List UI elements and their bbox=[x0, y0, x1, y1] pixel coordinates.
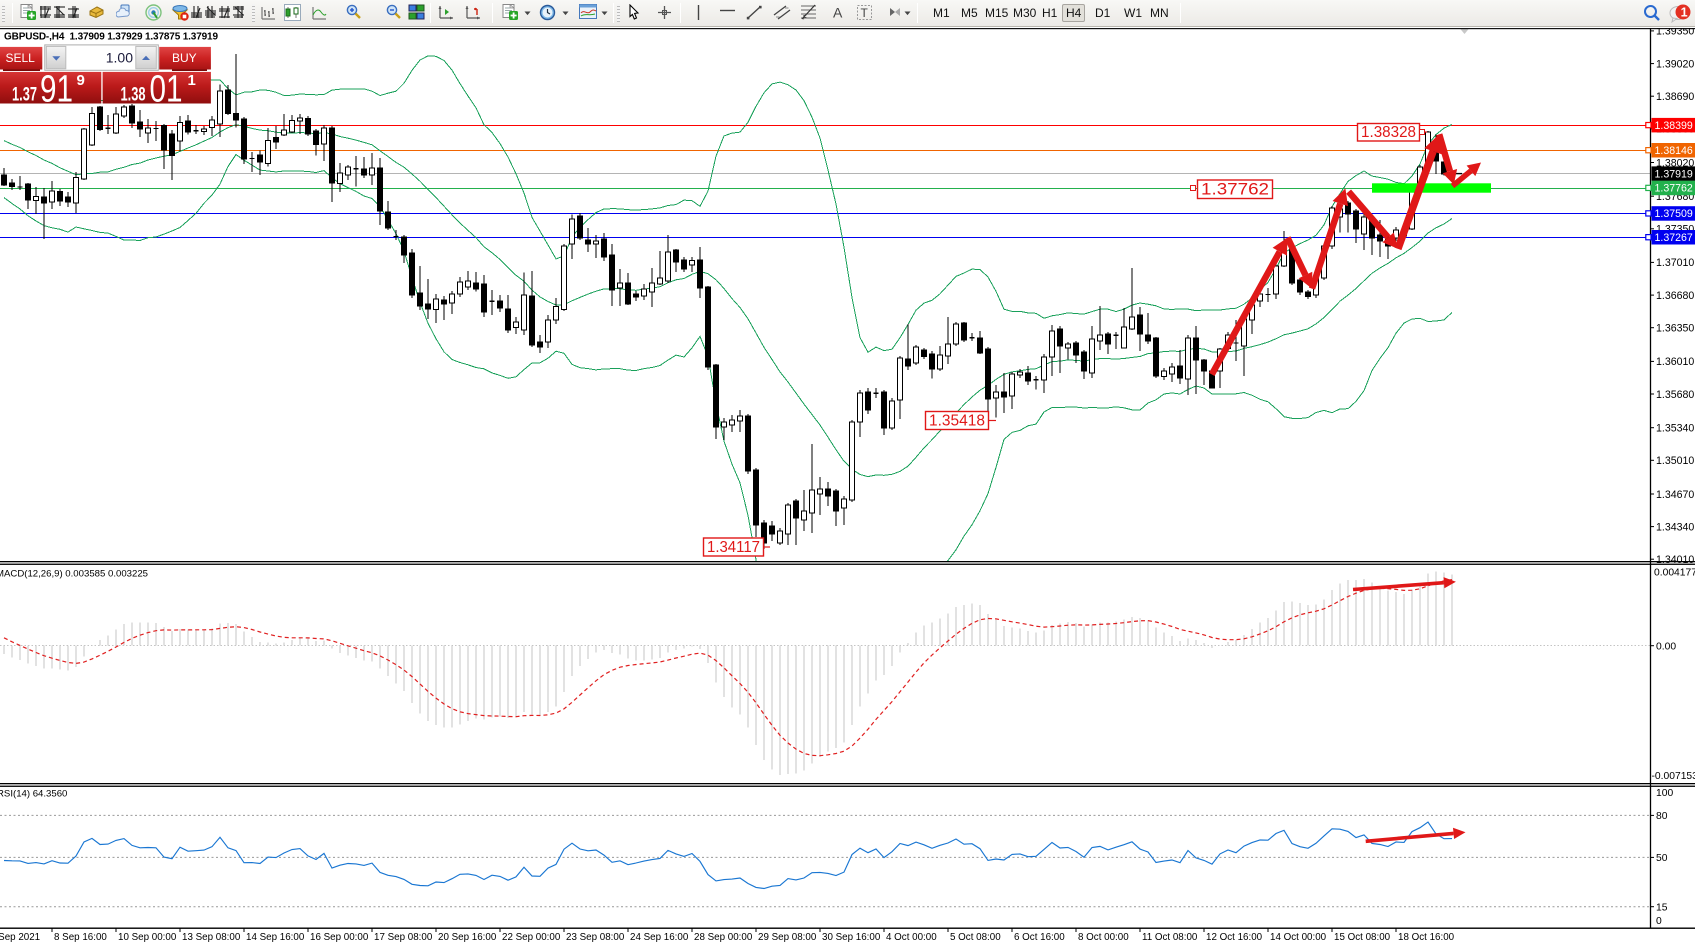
svg-text:4 Oct 00:00: 4 Oct 00:00 bbox=[886, 932, 937, 943]
svg-text:1.34010: 1.34010 bbox=[1656, 554, 1694, 566]
svg-text:1.34117: 1.34117 bbox=[707, 539, 760, 556]
svg-text:7 Sep 2021: 7 Sep 2021 bbox=[0, 932, 40, 943]
svg-text:30 Sep 16:00: 30 Sep 16:00 bbox=[822, 932, 881, 943]
svg-text:1.39350: 1.39350 bbox=[1656, 28, 1694, 38]
svg-text:17 Sep 08:00: 17 Sep 08:00 bbox=[374, 932, 433, 943]
svg-text:MACD(12,26,9) 0.003585 0.00322: MACD(12,26,9) 0.003585 0.003225 bbox=[0, 569, 148, 580]
svg-text:1.34670: 1.34670 bbox=[1656, 489, 1694, 501]
svg-text:1.35418: 1.35418 bbox=[929, 413, 985, 430]
svg-text:F: F bbox=[803, 16, 807, 22]
svg-text:50: 50 bbox=[1656, 853, 1668, 864]
svg-text:1.00: 1.00 bbox=[106, 50, 133, 66]
svg-text:11 Oct 08:00: 11 Oct 08:00 bbox=[1142, 932, 1198, 943]
svg-text:01: 01 bbox=[150, 69, 183, 111]
svg-text:16 Sep 00:00: 16 Sep 00:00 bbox=[310, 932, 369, 943]
svg-text:1.38690: 1.38690 bbox=[1656, 91, 1694, 103]
svg-text:1.37509: 1.37509 bbox=[1655, 208, 1693, 220]
svg-text:1.38399: 1.38399 bbox=[1655, 120, 1693, 132]
svg-text:1.35010: 1.35010 bbox=[1656, 455, 1694, 467]
svg-text:6 Oct 16:00: 6 Oct 16:00 bbox=[1014, 932, 1065, 943]
svg-text:1.38328: 1.38328 bbox=[1361, 124, 1416, 141]
svg-text:100: 100 bbox=[1656, 788, 1673, 799]
svg-text:1.34340: 1.34340 bbox=[1656, 521, 1694, 533]
svg-text:80: 80 bbox=[1656, 811, 1668, 822]
svg-text:18 Oct 16:00: 18 Oct 16:00 bbox=[1398, 932, 1455, 943]
svg-text:1.36680: 1.36680 bbox=[1656, 290, 1694, 302]
svg-text:15 Oct 08:00: 15 Oct 08:00 bbox=[1334, 932, 1391, 943]
svg-text:91: 91 bbox=[40, 69, 73, 111]
svg-text:24 Sep 16:00: 24 Sep 16:00 bbox=[630, 932, 689, 943]
svg-text:22 Sep 00:00: 22 Sep 00:00 bbox=[502, 932, 561, 943]
svg-text:14 Sep 16:00: 14 Sep 16:00 bbox=[246, 932, 305, 943]
svg-text:1.37762: 1.37762 bbox=[1201, 180, 1269, 199]
svg-text:23 Sep 08:00: 23 Sep 08:00 bbox=[566, 932, 625, 943]
svg-text:20 Sep 16:00: 20 Sep 16:00 bbox=[438, 932, 497, 943]
svg-text:10 Sep 00:00: 10 Sep 00:00 bbox=[118, 932, 177, 943]
svg-text:1: 1 bbox=[1681, 5, 1688, 19]
svg-text:1.37267: 1.37267 bbox=[1655, 232, 1693, 244]
svg-text:GBPUSD-,H4 1.37909 1.37929 1.: GBPUSD-,H4 1.37909 1.37929 1.37875 1.379… bbox=[4, 32, 218, 43]
svg-text:1.37010: 1.37010 bbox=[1656, 257, 1694, 269]
svg-text:-0.007153: -0.007153 bbox=[1652, 771, 1695, 782]
svg-text:1.36350: 1.36350 bbox=[1656, 323, 1694, 335]
svg-text:0: 0 bbox=[1656, 916, 1662, 927]
svg-text:1.35680: 1.35680 bbox=[1656, 389, 1694, 401]
svg-text:5 Oct 08:00: 5 Oct 08:00 bbox=[950, 932, 1001, 943]
svg-text:29 Sep 08:00: 29 Sep 08:00 bbox=[758, 932, 817, 943]
svg-text:0.00: 0.00 bbox=[1656, 642, 1676, 653]
svg-text:1.37762: 1.37762 bbox=[1655, 183, 1693, 195]
svg-text:13 Sep 08:00: 13 Sep 08:00 bbox=[182, 932, 241, 943]
svg-text:1.36010: 1.36010 bbox=[1656, 356, 1694, 368]
svg-text:1.38146: 1.38146 bbox=[1655, 145, 1693, 157]
svg-text:0.004177: 0.004177 bbox=[1654, 568, 1695, 579]
svg-text:8 Sep 16:00: 8 Sep 16:00 bbox=[54, 932, 107, 943]
svg-text:12 Oct 16:00: 12 Oct 16:00 bbox=[1206, 932, 1263, 943]
svg-text:14 Oct 00:00: 14 Oct 00:00 bbox=[1270, 932, 1327, 943]
svg-text:15: 15 bbox=[1656, 903, 1668, 914]
svg-text:SELL: SELL bbox=[6, 51, 36, 65]
svg-text:T: T bbox=[861, 6, 869, 20]
svg-text:1.38020: 1.38020 bbox=[1656, 157, 1694, 169]
svg-text:1.38: 1.38 bbox=[121, 85, 146, 106]
svg-text:RSI(14) 64.3560: RSI(14) 64.3560 bbox=[0, 789, 67, 800]
svg-text:BUY: BUY bbox=[172, 51, 197, 65]
svg-text:A: A bbox=[833, 5, 843, 21]
svg-text:1.39020: 1.39020 bbox=[1656, 58, 1694, 70]
svg-text:1.37: 1.37 bbox=[12, 85, 37, 106]
svg-text:1.35340: 1.35340 bbox=[1656, 423, 1694, 435]
svg-text:28 Sep 00:00: 28 Sep 00:00 bbox=[694, 932, 753, 943]
svg-text:1: 1 bbox=[188, 72, 196, 89]
svg-text:1.37919: 1.37919 bbox=[1655, 168, 1693, 180]
svg-text:8 Oct 00:00: 8 Oct 00:00 bbox=[1078, 932, 1129, 943]
svg-text:9: 9 bbox=[77, 72, 85, 89]
